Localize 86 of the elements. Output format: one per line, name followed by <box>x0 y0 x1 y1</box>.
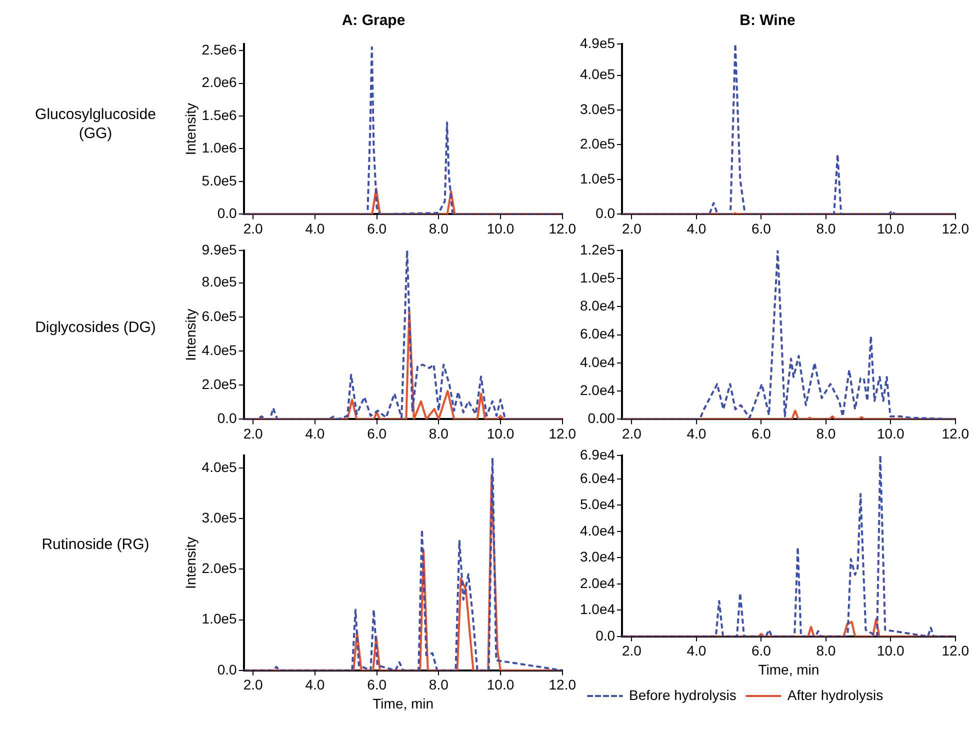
y-tick-label: 0.0 <box>217 410 238 426</box>
x-tick-label: 4.0 <box>305 676 325 693</box>
x-tick-label: 6.0 <box>367 425 387 442</box>
chart-title: B: Wine <box>740 12 796 30</box>
text: Diglycosides (DG) <box>34 318 157 337</box>
y-tick-label: 2.0e5 <box>202 376 238 392</box>
x-tick-label: 4.0 <box>305 425 325 442</box>
chart-title: A: Grape <box>342 12 406 30</box>
y-tick-label: 4.0e5 <box>580 66 616 82</box>
y-tick-label: 3.0e4 <box>580 548 616 565</box>
x-tick-label: 6.0 <box>751 642 772 659</box>
x-tick-label: 2.0 <box>243 425 264 442</box>
y-tick-label: 1.0e5 <box>580 269 616 286</box>
y-tick-label: 5.0e5 <box>202 172 238 188</box>
x-tick-label: 10.0 <box>877 642 904 659</box>
x-tick-label: 10.0 <box>486 220 514 236</box>
y-tick-label: 1.2e5 <box>580 241 616 258</box>
y-tick-label: 1.0e6 <box>202 140 238 156</box>
y-tick-label: 0.0 <box>217 205 238 222</box>
x-tick-label: 2.0 <box>622 425 642 442</box>
y-axis-title: Intensity <box>182 536 198 589</box>
y-tick-label: 2.0e5 <box>580 136 616 152</box>
y-tick-label: 8.0e5 <box>202 274 238 290</box>
x-tick-label: 10.0 <box>877 220 904 236</box>
legend-label: Before hydrolysis <box>629 686 736 703</box>
x-tick-label: 4.0 <box>686 425 706 442</box>
x-tick-label: 6.0 <box>367 220 387 236</box>
x-tick-label: 2.0 <box>622 220 642 236</box>
x-tick-label: 12.0 <box>942 220 970 236</box>
x-tick-label: 12.0 <box>942 425 970 442</box>
y-tick-label: 9.9e5 <box>202 241 238 258</box>
x-tick-label: 12.0 <box>942 642 970 659</box>
x-tick-label: 8.0 <box>428 220 449 236</box>
y-tick-label: 4.0e5 <box>202 342 238 358</box>
y-tick-label: 3.0e5 <box>202 509 238 526</box>
x-tick-label: 12.0 <box>548 220 576 236</box>
x-tick-label: 6.0 <box>751 220 772 236</box>
x-axis-title: Time, min <box>758 661 820 678</box>
x-tick-label: 2.0 <box>243 220 264 236</box>
y-tick-label: 2.0e4 <box>580 574 616 591</box>
y-tick-label: 4.0e5 <box>202 458 238 475</box>
x-tick-label: 8.0 <box>428 425 449 442</box>
x-tick-label: 8.0 <box>816 220 836 236</box>
legend-label: After hydrolysis <box>787 686 884 703</box>
y-tick-label: 2.0e4 <box>580 382 616 398</box>
x-tick-label: 6.0 <box>751 425 772 442</box>
text: Glucosylglucoside (GG) <box>34 105 157 143</box>
y-tick-label: 5.0e4 <box>580 496 616 512</box>
y-tick-label: 2.5e6 <box>202 41 238 58</box>
y-axis-title: Intensity <box>182 103 198 156</box>
y-tick-label: 4.9e5 <box>580 34 616 51</box>
x-tick-label: 4.0 <box>686 642 706 659</box>
y-tick-label: 1.0e5 <box>580 170 616 186</box>
y-tick-label: 8.0e4 <box>580 298 616 314</box>
x-tick-label: 12.0 <box>548 676 576 693</box>
x-tick-label: 2.0 <box>622 642 642 659</box>
x-tick-label: 8.0 <box>816 642 836 659</box>
x-tick-label: 6.0 <box>367 676 387 693</box>
y-tick-label: 6.0e4 <box>580 326 616 342</box>
x-tick-label: 8.0 <box>428 676 449 693</box>
y-tick-label: 0.0 <box>217 661 238 678</box>
y-tick-label: 1.0e4 <box>580 601 616 618</box>
y-tick-label: 4.0e4 <box>580 522 616 538</box>
y-tick-label: 4.0e4 <box>580 354 616 370</box>
x-tick-label: 12.0 <box>548 425 576 442</box>
y-tick-label: 0.00 <box>588 410 616 426</box>
x-tick-label: 8.0 <box>816 425 836 442</box>
y-tick-label: 6.9e4 <box>580 446 616 462</box>
x-tick-label: 10.0 <box>486 425 514 442</box>
x-tick-label: 10.0 <box>486 676 514 693</box>
y-tick-label: 3.0e5 <box>580 100 616 117</box>
y-tick-label: 2.0e6 <box>202 74 238 90</box>
x-axis-title: Time, min <box>372 695 434 712</box>
y-tick-label: 1.0e5 <box>202 610 238 627</box>
x-tick-label: 10.0 <box>877 425 904 442</box>
y-axis-title: Intensity <box>182 308 198 361</box>
x-tick-label: 2.0 <box>243 676 264 693</box>
y-tick-label: 6.0e5 <box>202 308 238 324</box>
y-tick-label: 0.0 <box>596 205 616 222</box>
x-tick-label: 4.0 <box>686 220 706 236</box>
y-tick-label: 6.0e4 <box>580 470 616 486</box>
x-tick-label: 4.0 <box>305 220 325 236</box>
text: Rutinoside (RG) <box>40 534 150 554</box>
y-tick-label: 2.0e5 <box>202 560 238 576</box>
y-tick-label: 0.0 <box>596 627 616 644</box>
y-tick-label: 1.5e6 <box>202 106 238 123</box>
